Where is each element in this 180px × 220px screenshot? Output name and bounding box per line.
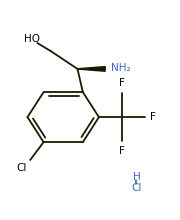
Text: F: F [119,78,125,88]
Polygon shape [78,67,105,71]
Text: NH₂: NH₂ [111,63,131,73]
Text: H: H [132,172,140,182]
Text: Cl: Cl [16,163,26,173]
Text: Cl: Cl [131,183,142,193]
Text: F: F [150,112,156,122]
Text: F: F [119,146,125,156]
Text: HO: HO [24,35,40,44]
